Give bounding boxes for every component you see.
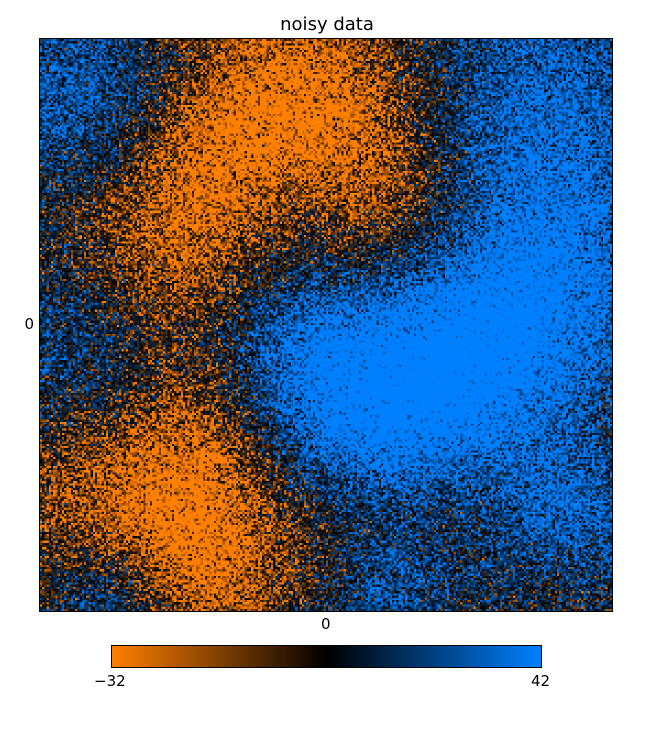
colorbar-min-label: −32 <box>94 674 126 689</box>
heatmap-image <box>40 39 612 611</box>
heatmap-plot-area <box>39 38 613 612</box>
colorbar-max-label: 42 <box>531 674 550 689</box>
chart-title: noisy data <box>40 14 614 35</box>
x-tick-label: 0 <box>321 617 331 632</box>
colorbar-gradient <box>112 646 541 667</box>
y-tick-label: 0 <box>24 317 34 332</box>
colorbar <box>111 645 542 668</box>
